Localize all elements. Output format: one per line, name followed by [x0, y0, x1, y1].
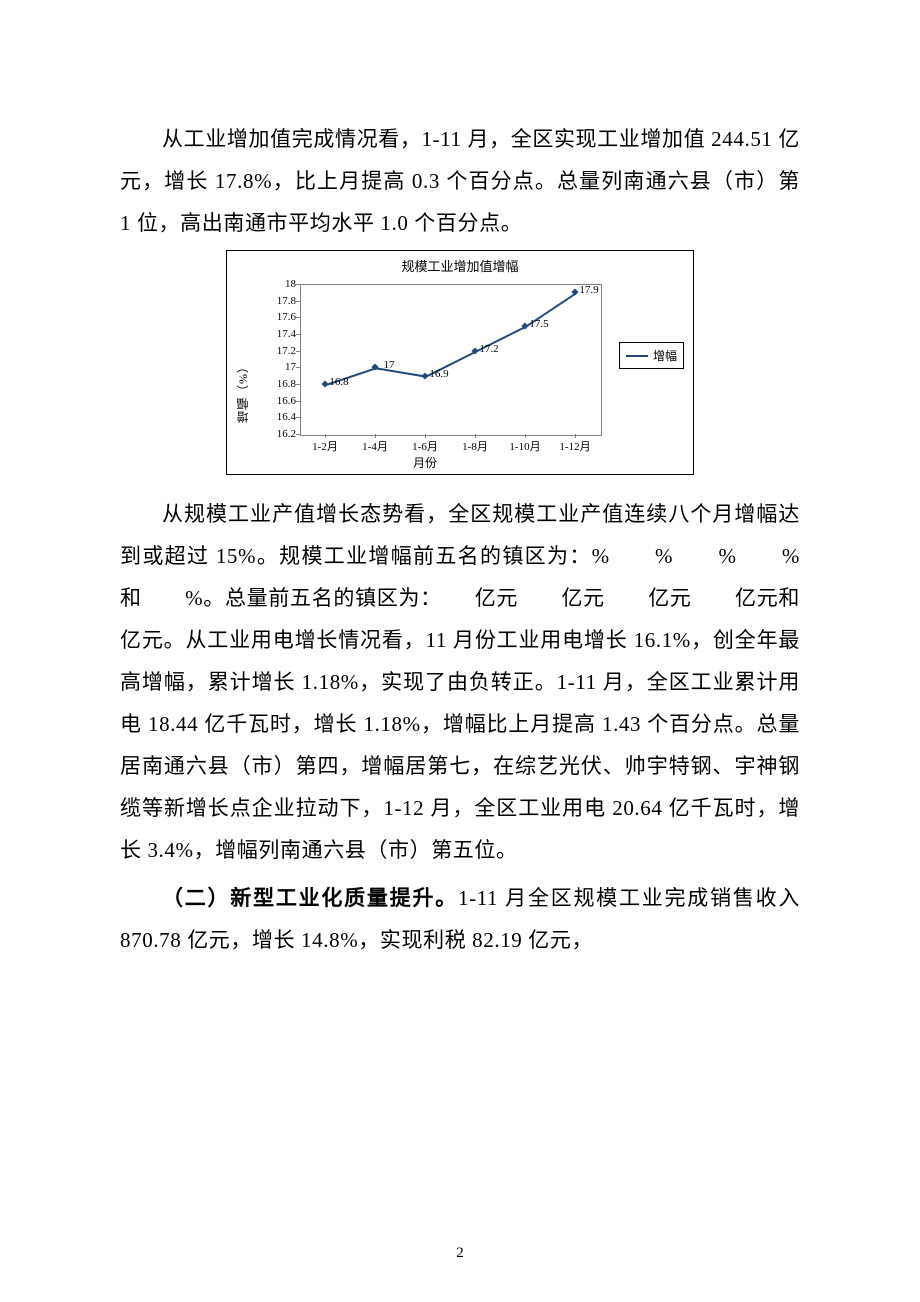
document-page: 从工业增加值完成情况看，1-11 月，全区实现工业增加值 244.51 亿元，增…: [0, 0, 920, 1302]
y-tick-label: 16.8: [250, 378, 296, 390]
x-tick-mark: [475, 434, 476, 438]
paragraph-3: （二）新型工业化质量提升。1-11 月全区规模工业完成销售收入 870.78 亿…: [120, 877, 800, 961]
y-tick-mark: [296, 417, 300, 418]
data-label: 17: [384, 359, 395, 371]
data-label: 17.5: [529, 318, 548, 330]
y-tick-mark: [296, 434, 300, 435]
x-tick-label: 1-12月: [559, 438, 590, 454]
x-tick-mark: [575, 434, 576, 438]
x-tick-label: 1-10月: [509, 438, 540, 454]
legend-line-swatch: [626, 355, 648, 357]
plot-area: [300, 284, 602, 436]
y-tick-label: 16.6: [250, 395, 296, 407]
legend-label: 增幅: [653, 347, 677, 364]
y-tick-mark: [296, 367, 300, 368]
y-tick-mark: [296, 334, 300, 335]
y-tick-label: 16.4: [250, 411, 296, 423]
x-axis-title: 月份: [226, 454, 624, 471]
y-tick-label: 17.6: [250, 311, 296, 323]
y-tick-label: 17: [250, 361, 296, 373]
x-tick-label: 1-4月: [362, 438, 388, 454]
y-tick-mark: [296, 317, 300, 318]
data-label: 16.8: [329, 376, 348, 388]
x-tick-mark: [325, 434, 326, 438]
x-tick-label: 1-2月: [312, 438, 338, 454]
x-tick-mark: [525, 434, 526, 438]
y-tick-mark: [296, 401, 300, 402]
chart-legend: 增幅: [619, 342, 684, 369]
paragraph-1: 从工业增加值完成情况看，1-11 月，全区实现工业增加值 244.51 亿元，增…: [120, 118, 800, 244]
page-number: 2: [0, 1245, 920, 1262]
y-tick-label: 17.4: [250, 328, 296, 340]
y-tick-mark: [296, 301, 300, 302]
y-tick-label: 18: [250, 278, 296, 290]
y-tick-mark: [296, 284, 300, 285]
y-tick-mark: [296, 384, 300, 385]
x-tick-mark: [375, 434, 376, 438]
data-label: 17.9: [579, 284, 598, 296]
x-tick-mark: [425, 434, 426, 438]
section-heading-2: （二）新型工业化质量提升。: [162, 886, 458, 910]
paragraph-2: 从规模工业产值增长态势看，全区规模工业产值连续八个月增幅达到或超过 15%。规模…: [120, 493, 800, 871]
y-tick-label: 17.2: [250, 345, 296, 357]
x-tick-label: 1-6月: [412, 438, 438, 454]
chart-line-svg: [301, 285, 601, 435]
y-tick-label: 17.8: [250, 295, 296, 307]
data-label: 17.2: [479, 343, 498, 355]
chart-title: 规模工业增加值增幅: [226, 256, 694, 275]
y-tick-mark: [296, 351, 300, 352]
chart-line: [326, 293, 576, 385]
x-tick-label: 1-8月: [462, 438, 488, 454]
growth-line-chart: 规模工业增加值增幅 增幅（%） 16.2 16.4 16.6 16.8 17 17.2 17…: [226, 250, 694, 475]
data-label: 16.9: [429, 368, 448, 380]
y-axis-title: 增幅（%）: [234, 360, 251, 423]
y-tick-label: 16.2: [250, 428, 296, 440]
